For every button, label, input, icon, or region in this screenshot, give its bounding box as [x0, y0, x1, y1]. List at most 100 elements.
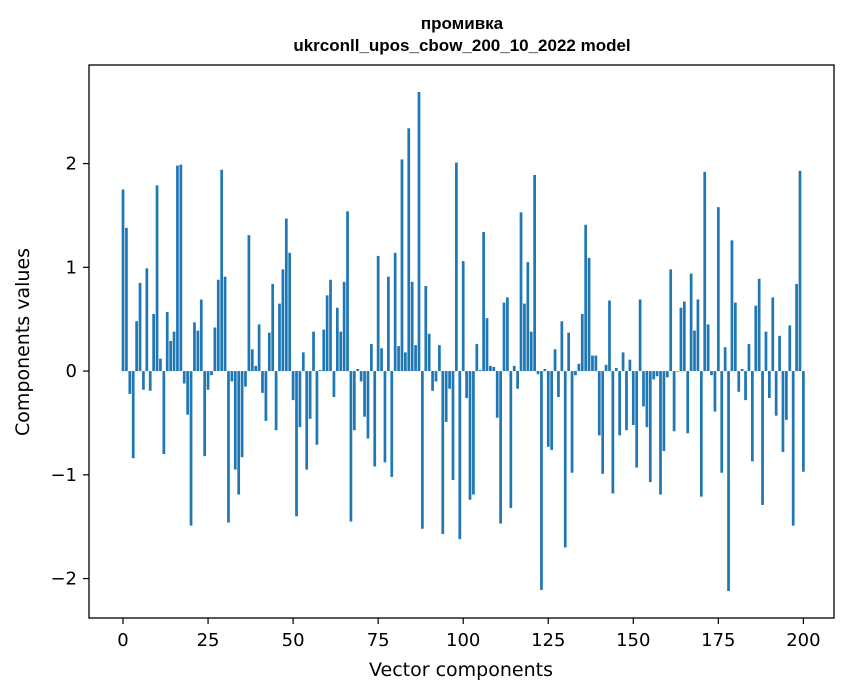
bar-140	[597, 371, 601, 436]
bar-186	[754, 305, 758, 372]
bar-68	[352, 371, 356, 431]
bar-93	[438, 345, 441, 372]
bar-50	[291, 371, 295, 401]
x-tick-label: 50	[282, 630, 305, 651]
bar-41	[261, 371, 264, 393]
bar-96	[448, 371, 451, 389]
bar-100	[461, 261, 465, 372]
bar-145	[614, 367, 618, 372]
bar-182	[740, 368, 744, 372]
y-tick-label: 0	[66, 361, 77, 382]
bar-82	[400, 159, 404, 372]
bar-35	[240, 371, 244, 458]
bar-121	[533, 174, 536, 372]
bar-116	[516, 371, 519, 389]
bar-193	[778, 335, 781, 372]
bar-120	[529, 331, 533, 372]
bar-111	[499, 371, 502, 524]
bar-62	[332, 371, 336, 398]
bar-32	[230, 371, 234, 382]
y-axis-label: Components values	[12, 248, 34, 436]
bar-195	[785, 371, 788, 420]
bar-126	[550, 371, 554, 450]
bar-30	[223, 276, 227, 372]
bar-109	[492, 366, 496, 372]
bar-23	[199, 299, 203, 372]
x-tick-label: 175	[701, 630, 735, 651]
bar-196	[788, 325, 792, 372]
bar-142	[604, 364, 608, 372]
bar-200	[802, 371, 805, 472]
bar-56	[312, 331, 315, 372]
x-axis-ticks: 0 25 50 75 100 125 150 175 200	[117, 618, 821, 651]
bar-174	[713, 371, 717, 412]
y-tick-label: 1	[66, 257, 77, 278]
bar-144	[611, 371, 615, 494]
bar-3	[131, 371, 135, 459]
bar-85	[410, 281, 414, 372]
bar-98	[455, 162, 458, 372]
x-tick-label: 125	[531, 630, 565, 651]
bar-134	[577, 363, 581, 372]
bar-7	[145, 268, 149, 372]
bar-1	[125, 227, 128, 372]
bar-38	[250, 349, 254, 372]
bar-75	[376, 255, 380, 372]
bar-12	[162, 371, 166, 455]
bar-107	[485, 318, 489, 372]
bar-72	[366, 371, 370, 439]
bar-147	[621, 352, 625, 372]
bar-114	[509, 371, 513, 509]
bar-84	[407, 128, 411, 372]
bar-130	[563, 371, 567, 548]
bar-81	[397, 346, 400, 372]
bar-106	[482, 232, 485, 372]
y-tick-label: −2	[50, 569, 77, 590]
bar-197	[791, 371, 795, 526]
bar-122	[536, 371, 540, 375]
bar-117	[519, 212, 523, 372]
bar-156	[652, 371, 656, 380]
bar-175	[716, 207, 720, 372]
bar-97	[451, 371, 455, 481]
bar-6	[142, 371, 145, 390]
bar-31	[227, 371, 230, 523]
bar-60	[325, 295, 329, 372]
bar-4	[135, 321, 138, 372]
bar-20	[189, 371, 193, 526]
bar-159	[662, 371, 666, 451]
bar-94	[441, 371, 445, 534]
bar-199	[798, 170, 802, 372]
bar-170	[699, 371, 703, 497]
bar-194	[781, 371, 785, 452]
bar-37	[247, 235, 251, 372]
bar-160	[665, 371, 669, 378]
bar-61	[329, 279, 332, 372]
chart-subtitle: ukrconll_upos_cbow_200_10_2022 model	[293, 36, 630, 55]
bar-55	[308, 371, 312, 419]
bar-66	[346, 211, 349, 372]
bar-22	[196, 330, 200, 372]
bar-5	[138, 282, 142, 372]
bar-2	[128, 371, 132, 394]
bar-51	[295, 371, 298, 517]
bar-164	[679, 307, 683, 372]
bar-139	[594, 355, 598, 372]
bar-87	[417, 91, 421, 372]
bar-92	[434, 371, 438, 382]
bar-141	[601, 371, 605, 474]
x-tick-label: 0	[117, 630, 128, 651]
bar-176	[720, 371, 724, 473]
bar-123	[540, 371, 543, 590]
bar-13	[165, 311, 169, 372]
bar-184	[747, 344, 751, 372]
bar-11	[159, 358, 162, 372]
bar-192	[774, 371, 778, 416]
bar-17	[179, 164, 183, 372]
bar-131	[567, 332, 571, 372]
bar-48	[284, 218, 288, 372]
bar-36	[244, 371, 247, 387]
bar-34	[237, 371, 241, 495]
bar-46	[278, 303, 281, 372]
bar-105	[478, 370, 482, 372]
